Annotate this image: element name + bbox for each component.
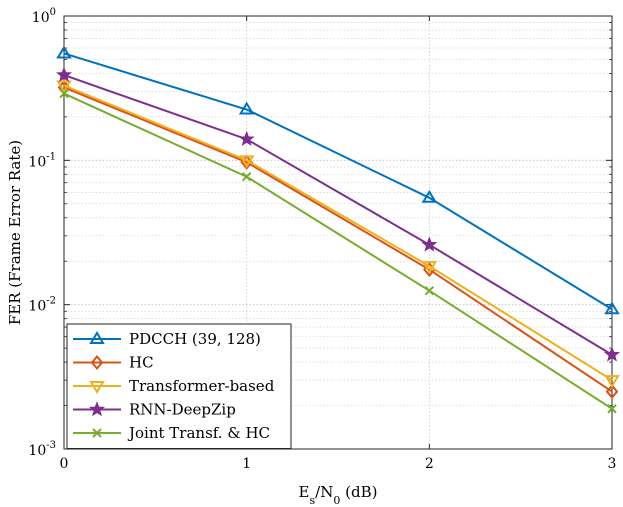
marker-shape bbox=[604, 301, 620, 315]
legend-label: HC bbox=[129, 354, 154, 372]
data-point bbox=[424, 285, 435, 296]
legend-entry: HC bbox=[73, 354, 154, 372]
marker-shape bbox=[421, 189, 438, 203]
marker-shape bbox=[92, 428, 102, 438]
legend-label: PDCCH (39, 128) bbox=[129, 330, 261, 348]
series-line bbox=[63, 92, 613, 410]
legend-label: RNN-DeepZip bbox=[129, 401, 236, 419]
series-transformer-based bbox=[56, 80, 620, 389]
y-tick-label: 10-2 bbox=[28, 296, 56, 315]
data-point bbox=[605, 384, 619, 400]
plot-frame bbox=[63, 15, 613, 450]
legend-marker bbox=[90, 354, 104, 371]
legend-label: Transformer-based bbox=[129, 377, 275, 395]
x-axis-label: Es/N0 (dB) bbox=[299, 483, 378, 507]
x-tick-label: 3 bbox=[608, 456, 617, 472]
data-point bbox=[607, 404, 617, 414]
marker-shape bbox=[424, 285, 435, 296]
marker-shape bbox=[421, 261, 438, 275]
marker-shape bbox=[90, 354, 104, 371]
marker-shape bbox=[89, 401, 105, 417]
axis-ticks: 0 1 2 3 100 10-1 10-2 10-3 bbox=[28, 7, 616, 472]
marker-shape bbox=[241, 172, 252, 182]
marker-shape bbox=[238, 101, 255, 115]
marker-shape bbox=[238, 130, 255, 147]
series-line bbox=[63, 74, 613, 356]
legend-marker bbox=[92, 428, 102, 438]
legend-entry: Joint Transf. & HC bbox=[73, 424, 270, 442]
marker-shape bbox=[89, 381, 105, 394]
series-line bbox=[63, 84, 613, 381]
data-point bbox=[604, 346, 620, 362]
legend-entry: Transformer-based bbox=[73, 377, 275, 395]
data-point bbox=[56, 45, 72, 59]
data-point bbox=[421, 189, 438, 203]
marker-shape bbox=[604, 375, 620, 389]
marker-shape bbox=[59, 88, 69, 99]
marker-shape bbox=[604, 346, 620, 362]
y-tick-label: 10-1 bbox=[28, 151, 56, 170]
data-point bbox=[56, 66, 72, 82]
data-point bbox=[421, 261, 438, 275]
data-point bbox=[604, 301, 620, 315]
legend: PDCCH (39, 128) HC Transformer-based RNN-De… bbox=[66, 323, 292, 449]
data-point bbox=[421, 236, 438, 252]
y-tick-label: 100 bbox=[32, 7, 56, 26]
series-rnn-deepzip bbox=[56, 66, 620, 362]
x-tick-label: 1 bbox=[242, 456, 251, 472]
y-axis-label: FER (Frame Error Rate) bbox=[6, 140, 24, 325]
marker-shape bbox=[56, 80, 72, 94]
series-pdcch-39-128 bbox=[56, 45, 620, 315]
marker-shape bbox=[421, 236, 438, 252]
data-point bbox=[238, 101, 255, 115]
y-tick-label: 10-3 bbox=[28, 440, 56, 459]
legend-entry: RNN-DeepZip bbox=[73, 401, 236, 419]
legend-marker bbox=[89, 331, 105, 344]
data-point bbox=[59, 88, 69, 99]
legend-marker bbox=[89, 381, 105, 394]
marker-shape bbox=[605, 384, 619, 400]
marker-shape bbox=[238, 155, 255, 169]
marker-shape bbox=[56, 45, 72, 59]
marker-shape bbox=[56, 66, 72, 82]
series-group bbox=[56, 45, 620, 414]
data-point bbox=[238, 155, 255, 169]
marker-shape bbox=[607, 404, 617, 414]
data-point bbox=[241, 172, 252, 182]
series-line bbox=[63, 86, 613, 393]
series-line bbox=[63, 52, 613, 311]
legend-entry: PDCCH (39, 128) bbox=[73, 330, 261, 348]
data-point bbox=[238, 130, 255, 147]
marker-shape bbox=[89, 331, 105, 344]
legend-label: Joint Transf. & HC bbox=[127, 424, 270, 442]
data-point bbox=[604, 375, 620, 389]
legend-marker bbox=[89, 401, 105, 417]
x-tick-label: 0 bbox=[60, 456, 69, 472]
series-joint-transf-hc bbox=[59, 88, 617, 414]
data-point bbox=[56, 80, 72, 94]
x-tick-label: 2 bbox=[425, 456, 434, 472]
